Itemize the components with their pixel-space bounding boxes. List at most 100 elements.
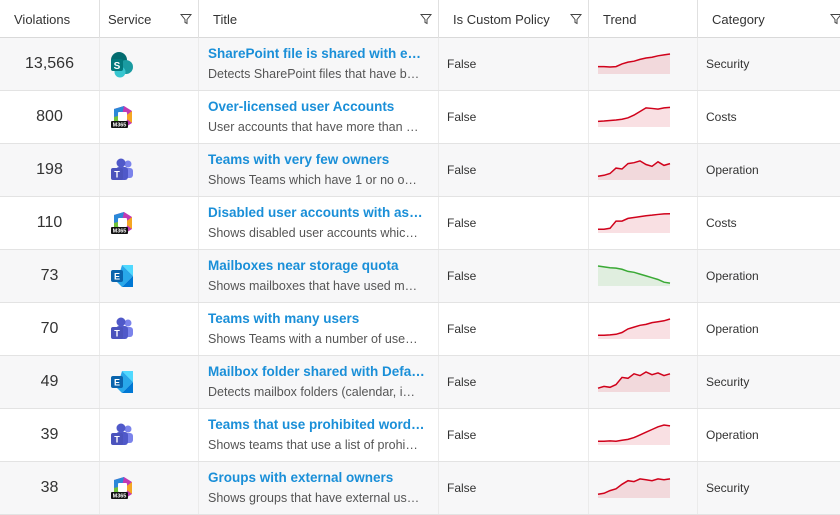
trend-sparkline	[597, 264, 671, 286]
trend-sparkline	[598, 317, 671, 339]
column-header-service[interactable]: Service	[100, 0, 199, 38]
policy-description: User accounts that have more than …	[208, 120, 419, 134]
violations-count: 73	[0, 250, 100, 302]
column-header-violations[interactable]: Violations	[0, 0, 100, 38]
grid-body: 13,566 S SharePoint file is shared with …	[0, 38, 840, 515]
table-row[interactable]: 70 T Teams with many users Shows Teams w…	[0, 303, 840, 356]
custom-policy-value: False	[439, 144, 589, 196]
trend-line	[598, 423, 671, 442]
category-value: Costs	[706, 216, 737, 230]
service-cell: M365	[100, 197, 199, 249]
trend-area	[598, 106, 670, 127]
trend-cell	[589, 356, 698, 408]
svg-text:M365: M365	[113, 123, 127, 129]
policy-description: Shows groups that have external us…	[208, 491, 420, 505]
trend-line	[597, 159, 671, 177]
violations-count: 38	[0, 462, 100, 514]
category-value: Security	[706, 57, 750, 71]
custom-policy-value: False	[439, 356, 589, 408]
filter-icon[interactable]	[420, 13, 432, 25]
trend-sparkline	[597, 477, 671, 498]
category-value: Operation	[706, 269, 759, 283]
m365-icon: M365	[111, 477, 132, 500]
policy-title-link[interactable]: SharePoint file is shared with e…	[208, 46, 422, 61]
filter-icon[interactable]	[830, 13, 840, 25]
custom-policy-value: False	[439, 250, 589, 302]
custom-policy-value: False	[439, 409, 589, 461]
custom-policy-value: False	[439, 303, 589, 355]
service-cell: S	[100, 38, 199, 90]
service-cell: T	[100, 303, 199, 355]
svg-text:M365: M365	[113, 494, 127, 500]
column-header-trend[interactable]: Trend	[589, 0, 698, 38]
svg-text:T: T	[114, 170, 120, 180]
policy-title-link[interactable]: Teams with very few owners	[208, 152, 390, 167]
svg-text:M365: M365	[113, 229, 127, 235]
category-value: Operation	[706, 428, 759, 442]
trend-line	[598, 52, 671, 68]
trend-sparkline	[597, 106, 671, 127]
table-row[interactable]: 38 M365 Groups with external owners Show…	[0, 462, 840, 515]
trend-area	[598, 213, 670, 233]
trend-area	[598, 265, 670, 286]
title-cell: Mailbox folder shared with Defa… Detects…	[199, 356, 439, 408]
policy-description: Detects SharePoint files that have b…	[208, 67, 420, 81]
trend-sparkline	[597, 159, 671, 180]
trend-line	[598, 317, 671, 336]
column-header-category[interactable]: Category	[698, 0, 840, 38]
trend-cell	[589, 409, 698, 461]
policy-title-link[interactable]: Over-licensed user Accounts	[208, 99, 395, 114]
policy-title-link[interactable]: Teams with many users	[208, 311, 360, 326]
trend-area	[598, 53, 670, 74]
policy-title-link[interactable]: Disabled user accounts with ass…	[208, 205, 430, 220]
policy-title-link[interactable]: Mailboxes near storage quota	[208, 258, 399, 273]
trend-cell	[589, 91, 698, 143]
trend-line	[597, 370, 671, 389]
filter-icon[interactable]	[570, 13, 582, 25]
trend-sparkline	[598, 423, 671, 445]
trend-cell	[589, 303, 698, 355]
title-cell: Disabled user accounts with ass… Shows d…	[199, 197, 439, 249]
svg-text:T: T	[114, 329, 120, 339]
trend-cell	[589, 250, 698, 302]
title-cell: Over-licensed user Accounts User account…	[199, 91, 439, 143]
policy-title-link[interactable]: Mailbox folder shared with Defa…	[208, 364, 425, 379]
m365-icon: M365	[111, 212, 132, 235]
service-cell: T	[100, 144, 199, 196]
teams-icon: T	[111, 423, 133, 445]
column-header-custom-policy[interactable]: Is Custom Policy	[439, 0, 589, 38]
policy-description: Shows Teams which have 1 or no o…	[208, 173, 417, 187]
title-cell: Teams that use prohibited word… Shows te…	[199, 409, 439, 461]
custom-policy-value: False	[439, 462, 589, 514]
policy-description: Shows mailboxes that have used m…	[208, 279, 418, 293]
table-row[interactable]: 13,566 S SharePoint file is shared with …	[0, 38, 840, 91]
policy-title-link[interactable]: Groups with external owners	[208, 470, 394, 485]
custom-policy-value: False	[439, 91, 589, 143]
trend-cell	[589, 462, 698, 514]
m365-icon: M365	[111, 106, 132, 129]
svg-text:T: T	[114, 435, 120, 445]
policy-title-link[interactable]: Teams that use prohibited word…	[208, 417, 425, 432]
filter-icon[interactable]	[180, 13, 192, 25]
service-cell: E	[100, 356, 199, 408]
policy-description: Shows teams that use a list of prohi…	[208, 438, 418, 452]
column-header-title[interactable]: Title	[199, 0, 439, 38]
svg-text:S: S	[114, 61, 121, 72]
table-row[interactable]: 49 E Mailbox folder shared with Defa… De…	[0, 356, 840, 409]
violations-count: 198	[0, 144, 100, 196]
title-cell: Mailboxes near storage quota Shows mailb…	[199, 250, 439, 302]
exchange-icon: E	[111, 371, 133, 393]
table-row[interactable]: 39 T Teams that use prohibited word… Sho…	[0, 409, 840, 462]
teams-icon: T	[111, 158, 133, 180]
table-row[interactable]: 198 T Teams with very few owners Shows T…	[0, 144, 840, 197]
trend-sparkline	[598, 52, 671, 74]
policy-description: Shows disabled user accounts whic…	[208, 226, 418, 240]
table-row[interactable]: 73 E Mailboxes near storage quota Shows …	[0, 250, 840, 303]
trend-area	[598, 424, 670, 445]
violations-count: 13,566	[0, 38, 100, 90]
table-row[interactable]: 800 M365 Over-licensed user Accounts Use…	[0, 91, 840, 144]
violations-count: 49	[0, 356, 100, 408]
violations-count: 110	[0, 197, 100, 249]
title-cell: Teams with many users Shows Teams with a…	[199, 303, 439, 355]
table-row[interactable]: 110 M365 Disabled user accounts with ass…	[0, 197, 840, 250]
